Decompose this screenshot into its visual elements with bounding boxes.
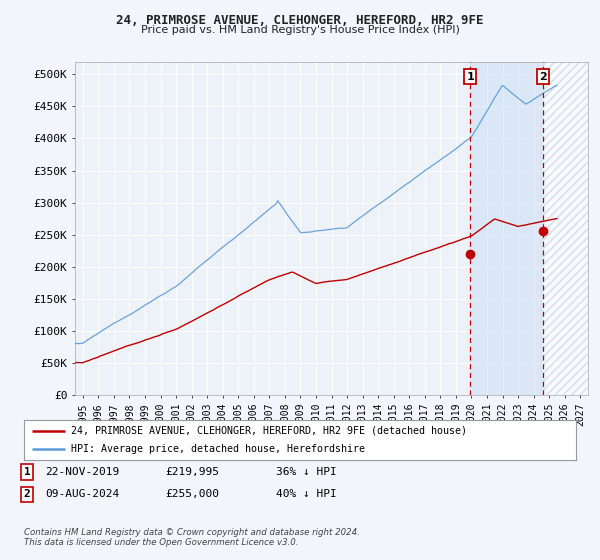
Text: Price paid vs. HM Land Registry's House Price Index (HPI): Price paid vs. HM Land Registry's House … [140, 25, 460, 35]
Text: £255,000: £255,000 [165, 489, 219, 500]
Text: HPI: Average price, detached house, Herefordshire: HPI: Average price, detached house, Here… [71, 445, 365, 454]
Text: 09-AUG-2024: 09-AUG-2024 [45, 489, 119, 500]
Bar [470, 62, 543, 395]
Text: 24, PRIMROSE AVENUE, CLEHONGER, HEREFORD, HR2 9FE: 24, PRIMROSE AVENUE, CLEHONGER, HEREFORD… [116, 14, 484, 27]
Text: 40% ↓ HPI: 40% ↓ HPI [276, 489, 337, 500]
Bar [543, 62, 588, 395]
Text: 24, PRIMROSE AVENUE, CLEHONGER, HEREFORD, HR2 9FE (detached house): 24, PRIMROSE AVENUE, CLEHONGER, HEREFORD… [71, 426, 467, 436]
Text: 2: 2 [23, 489, 31, 500]
Text: 36% ↓ HPI: 36% ↓ HPI [276, 467, 337, 477]
Bar [543, 62, 588, 395]
Text: Contains HM Land Registry data © Crown copyright and database right 2024.
This d: Contains HM Land Registry data © Crown c… [24, 528, 360, 547]
Text: 2: 2 [539, 72, 547, 82]
Text: 1: 1 [466, 72, 474, 82]
Text: £219,995: £219,995 [165, 467, 219, 477]
Text: 22-NOV-2019: 22-NOV-2019 [45, 467, 119, 477]
Text: 1: 1 [23, 467, 31, 477]
